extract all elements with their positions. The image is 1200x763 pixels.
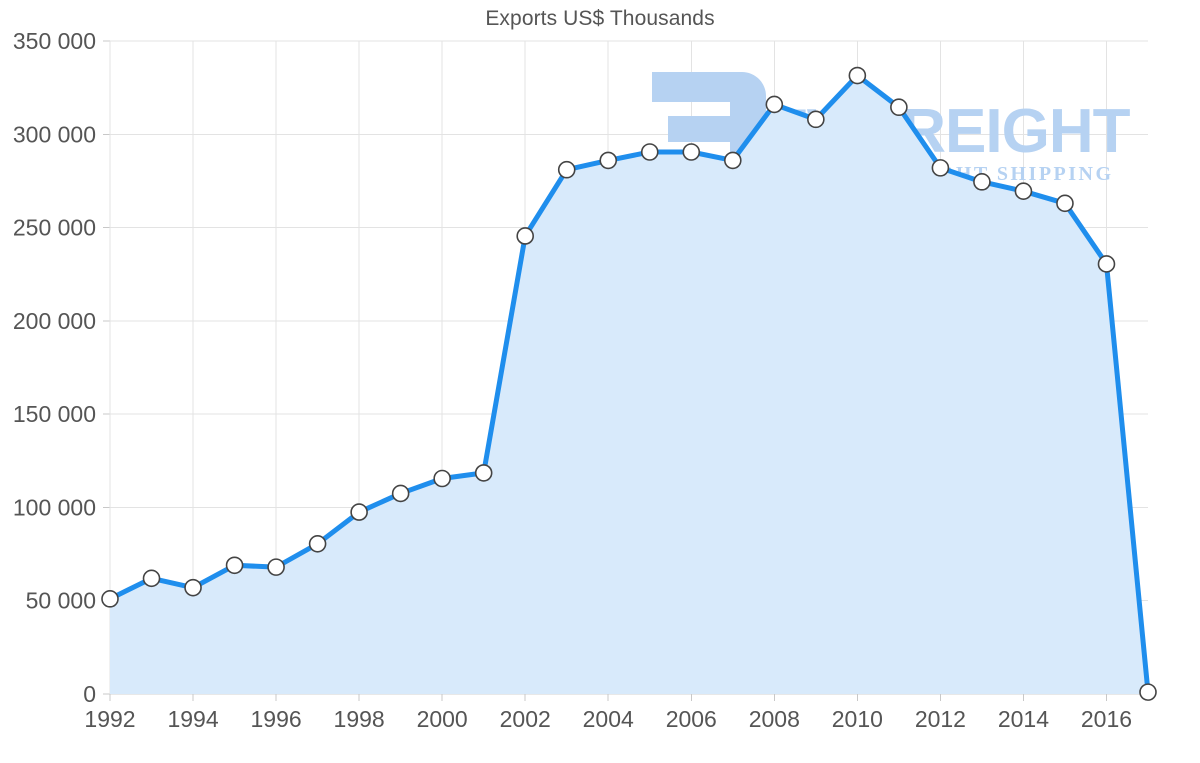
data-point-marker[interactable]: [599, 151, 618, 170]
data-point-marker[interactable]: [308, 535, 327, 553]
data-point-marker[interactable]: [267, 558, 285, 576]
data-point-marker[interactable]: [350, 503, 368, 521]
x-tick-label: 2014: [998, 706, 1049, 732]
data-point-marker[interactable]: [1139, 683, 1157, 701]
y-tick-label: 200 000: [13, 308, 96, 334]
data-point-marker[interactable]: [516, 227, 535, 245]
x-tick-label: 1996: [250, 706, 301, 732]
x-tick-label: 2002: [500, 706, 551, 732]
y-tick-label: 250 000: [13, 215, 96, 241]
x-tick-label: 2016: [1081, 706, 1132, 732]
y-tick-label: 0: [83, 681, 96, 707]
x-axis: 1992 1994 1996 1998 2000 2002 2004 2006 2008 2010…: [84, 706, 1132, 732]
data-point-marker[interactable]: [1056, 194, 1074, 213]
data-point-marker[interactable]: [433, 469, 451, 488]
x-tick-label: 1994: [167, 706, 218, 732]
y-tick-label: 100 000: [13, 494, 96, 520]
y-tick-label: 150 000: [13, 401, 96, 427]
x-tick-label: 1998: [334, 706, 385, 732]
x-tick-label: 2010: [832, 706, 883, 732]
x-tick-label: 1992: [84, 706, 135, 732]
data-point-marker[interactable]: [640, 143, 659, 161]
data-point-marker[interactable]: [474, 464, 493, 482]
data-point-marker[interactable]: [848, 66, 867, 85]
data-point-marker[interactable]: [973, 173, 991, 191]
y-tick-label: 300 000: [13, 121, 96, 147]
x-tick-label: 2012: [915, 706, 966, 732]
x-tick-label: 2004: [583, 706, 634, 732]
y-tick-label: 50 000: [26, 588, 96, 614]
series-markers: [101, 66, 1157, 701]
x-tick-label: 2000: [417, 706, 468, 732]
data-point-marker[interactable]: [723, 151, 742, 170]
data-point-marker[interactable]: [765, 95, 784, 114]
data-point-marker[interactable]: [807, 110, 825, 129]
series-area-fill: [110, 75, 1148, 694]
x-tick-label: 2006: [666, 706, 717, 732]
data-point-marker[interactable]: [931, 159, 950, 177]
data-point-marker[interactable]: [890, 98, 908, 117]
data-point-marker[interactable]: [225, 556, 244, 575]
y-axis: 0 50 000 100 000 150 000 200 000 250 000 300 0…: [13, 28, 96, 707]
x-tick-label: 2008: [749, 706, 800, 732]
data-point-marker[interactable]: [142, 569, 161, 588]
data-point-marker[interactable]: [1097, 255, 1116, 273]
data-point-marker[interactable]: [682, 143, 701, 161]
data-point-marker[interactable]: [101, 590, 119, 608]
y-tick-label: 350 000: [13, 28, 96, 54]
data-point-marker[interactable]: [557, 160, 576, 179]
chart-title: Exports US$ Thousands: [485, 7, 715, 30]
data-point-marker[interactable]: [391, 484, 410, 503]
data-point-marker[interactable]: [1014, 182, 1033, 200]
data-point-marker[interactable]: [184, 578, 202, 597]
